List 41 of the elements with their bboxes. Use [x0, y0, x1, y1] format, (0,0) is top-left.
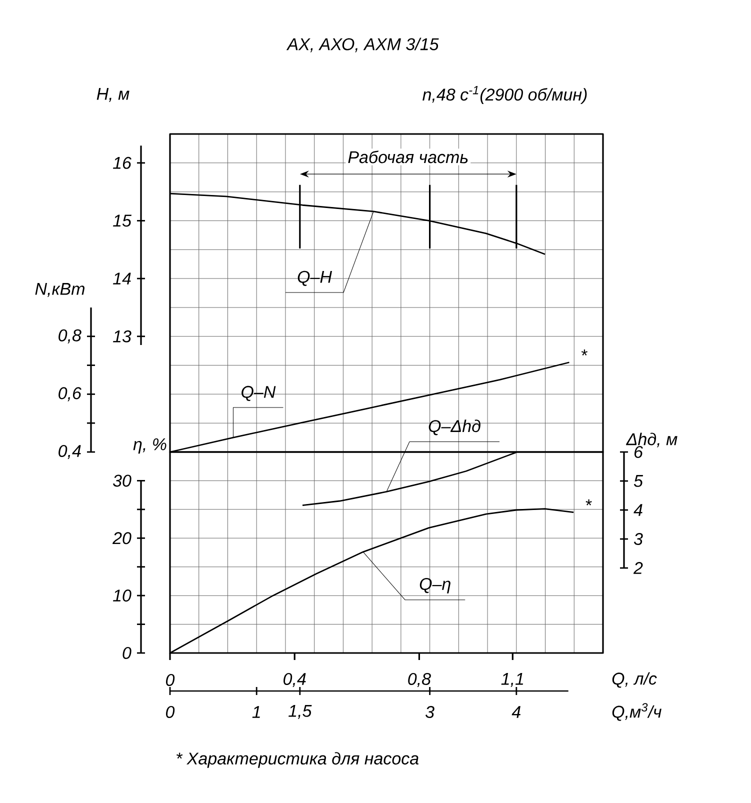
y-tick-label: 15 [112, 214, 132, 227]
y2-tick-label: 0,6 [58, 387, 82, 402]
x2-tick-label: 0 [166, 674, 175, 686]
y2-tick-label: 0,4 [58, 444, 81, 460]
x2-tick-label: 0,4 [284, 672, 306, 688]
y2-tick-label: 6 [634, 446, 643, 458]
x2-axis-title: Q, л/с [612, 672, 657, 688]
x-tick-label: 4 [512, 706, 520, 718]
text: * Характеристика для насоса [176, 752, 419, 768]
y-tick-label: 14 [112, 272, 131, 284]
y-tick-label: 0 [122, 646, 132, 660]
x-tick-label: 3 [425, 706, 434, 718]
x-tick-label: 1 [252, 706, 260, 718]
x-axis-title: Q,м$^{3}$/ч [612, 703, 662, 721]
y-tick-label: 30 [112, 474, 132, 487]
annotation: Рабочая часть [348, 150, 468, 164]
y-tick-label: 16 [112, 156, 132, 169]
x2-tick-label: 0,8 [408, 672, 431, 688]
y-tick-label: 20 [112, 532, 132, 544]
y-tick-label: 10 [112, 590, 132, 602]
y-axis-title: η, % [133, 438, 166, 454]
series-label: Q–Δhд [428, 420, 480, 436]
y-tick-label: 13 [112, 330, 132, 342]
chart-title: АХ, АХО, АХМ 3/15 [286, 38, 439, 52]
y2-axis-title: Δhд, м [626, 432, 678, 448]
y2-tick-label: 4 [634, 504, 642, 516]
data-label: * [586, 499, 592, 506]
x-tick-label: 0 [166, 706, 175, 718]
y-axis-title: H, м [96, 88, 130, 102]
x-tick-label: 1,5 [288, 705, 312, 719]
text: Q–H [298, 270, 332, 286]
y2-tick-label: 2 [633, 562, 643, 574]
y2-tick-label: 5 [634, 475, 644, 487]
y2-axis-title: N,кВт [35, 283, 84, 297]
x2-tick-label: 1,1 [501, 673, 524, 687]
text: Q–η [420, 578, 450, 594]
chart-subtitle: n,48 с$^{-1}$(2900 об/мин) [422, 86, 587, 104]
series-label: Q–N [242, 386, 276, 402]
y2-tick-label: 3 [634, 532, 643, 546]
data-label: * [581, 349, 588, 356]
y2-tick-label: 0,8 [58, 329, 82, 344]
